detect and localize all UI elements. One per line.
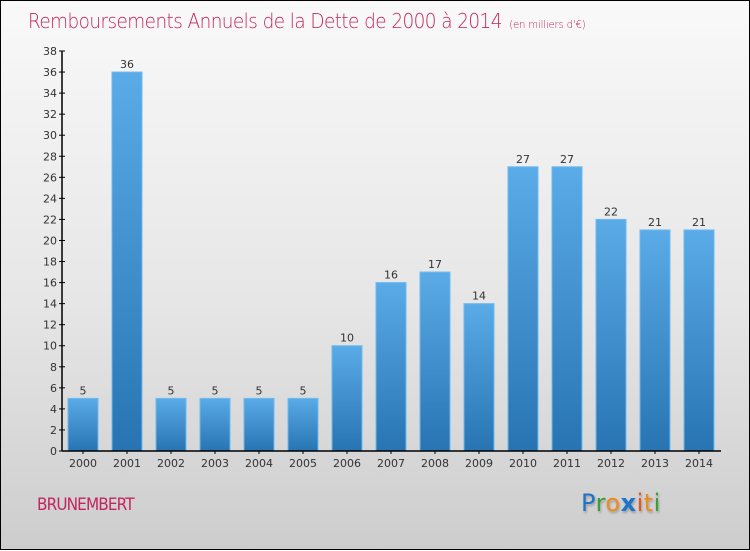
data-label: 16 bbox=[384, 269, 398, 282]
data-label: 5 bbox=[80, 384, 87, 397]
x-tick-label: 2014 bbox=[685, 457, 713, 470]
x-tick-label: 2005 bbox=[289, 457, 317, 470]
x-tick-label: 2003 bbox=[201, 457, 229, 470]
bar-2011 bbox=[551, 166, 583, 452]
bar-2000 bbox=[67, 397, 99, 452]
data-label: 10 bbox=[340, 332, 354, 345]
bar-2004 bbox=[243, 397, 275, 452]
x-tick-label: 2012 bbox=[597, 457, 625, 470]
y-tick-label: 16 bbox=[43, 277, 57, 290]
chart-title: Remboursements Annuels de la Dette de 20… bbox=[28, 9, 586, 33]
bar-2009 bbox=[463, 303, 495, 452]
bar-2010 bbox=[507, 166, 539, 452]
y-tick-label: 24 bbox=[43, 192, 57, 205]
bar-2006 bbox=[331, 345, 363, 452]
chart-title-text: Remboursements Annuels de la Dette de 20… bbox=[28, 9, 502, 33]
bar-2013 bbox=[639, 229, 671, 452]
x-axis: 2000 2001 2002 2003 2004 2005 2006 2007 2008 2009… bbox=[62, 450, 721, 470]
logo-letter: i bbox=[653, 489, 661, 517]
x-tick-label: 2013 bbox=[641, 457, 669, 470]
bar-2005 bbox=[287, 397, 319, 452]
x-tick-label: 2000 bbox=[69, 457, 97, 470]
y-tick-label: 22 bbox=[43, 213, 57, 226]
data-label: 36 bbox=[120, 58, 134, 71]
x-tick-label: 2004 bbox=[245, 457, 273, 470]
bar-2007 bbox=[375, 282, 407, 452]
y-tick-label: 6 bbox=[50, 382, 57, 395]
x-tick-label: 2007 bbox=[377, 457, 405, 470]
data-label: 21 bbox=[648, 216, 662, 229]
x-tick-label: 2010 bbox=[509, 457, 537, 470]
y-tick-label: 0 bbox=[50, 445, 57, 458]
y-tick-label: 36 bbox=[43, 66, 57, 79]
data-label: 27 bbox=[560, 153, 574, 166]
y-tick-label: 38 bbox=[43, 45, 57, 58]
commune-name: BRUNEMBERT bbox=[37, 495, 135, 515]
logo-letter: i bbox=[636, 489, 644, 517]
y-tick-label: 2 bbox=[50, 424, 57, 437]
y-tick-label: 10 bbox=[43, 340, 57, 353]
bar-2002 bbox=[155, 397, 187, 452]
bar-2001 bbox=[111, 71, 143, 452]
data-label: 21 bbox=[692, 216, 706, 229]
bar-2014 bbox=[683, 229, 715, 452]
y-tick-label: 20 bbox=[43, 234, 57, 247]
x-tick-label: 2001 bbox=[113, 457, 141, 470]
logo-letter: P bbox=[581, 489, 596, 517]
data-label: 5 bbox=[168, 384, 175, 397]
data-label: 14 bbox=[472, 290, 486, 303]
bar-2012 bbox=[595, 218, 627, 452]
chart-subtitle: (en milliers d'€) bbox=[509, 18, 586, 31]
proxiti-logo: Proxiti bbox=[581, 489, 661, 517]
data-label: 17 bbox=[428, 258, 442, 271]
y-tick-label: 26 bbox=[43, 171, 57, 184]
bars-group: 5 36 5 5 5 5 10 16 17 14 27 27 22 21 21 bbox=[67, 58, 715, 452]
y-tick-label: 18 bbox=[43, 256, 57, 269]
data-label: 5 bbox=[212, 384, 219, 397]
x-tick-label: 2011 bbox=[553, 457, 581, 470]
logo-letter: r bbox=[595, 489, 606, 517]
x-tick-label: 2002 bbox=[157, 457, 185, 470]
x-tick-label: 2006 bbox=[333, 457, 361, 470]
data-label: 5 bbox=[256, 384, 263, 397]
y-tick-label: 4 bbox=[50, 403, 57, 416]
logo-letter: t bbox=[643, 489, 654, 517]
y-tick-label: 14 bbox=[43, 298, 57, 311]
y-tick-label: 32 bbox=[43, 108, 57, 121]
y-tick-label: 34 bbox=[43, 87, 57, 100]
y-tick-label: 8 bbox=[50, 361, 57, 374]
bar-2003 bbox=[199, 397, 231, 452]
data-label: 27 bbox=[516, 153, 530, 166]
y-tick-label: 30 bbox=[43, 129, 57, 142]
x-tick-label: 2009 bbox=[465, 457, 493, 470]
logo-letter: o bbox=[605, 489, 621, 517]
y-tick-label: 28 bbox=[43, 150, 57, 163]
data-label: 22 bbox=[604, 205, 618, 218]
data-label: 5 bbox=[300, 384, 307, 397]
x-tick-label: 2008 bbox=[421, 457, 449, 470]
y-tick-label: 12 bbox=[43, 319, 57, 332]
logo-letter: x bbox=[620, 489, 637, 517]
bar-2008 bbox=[419, 271, 451, 452]
